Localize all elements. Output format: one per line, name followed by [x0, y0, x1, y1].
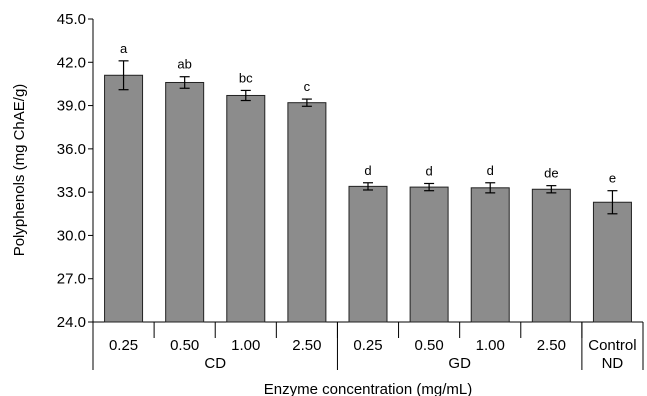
bar — [592, 201, 632, 323]
significance-label: d — [425, 163, 432, 178]
bar — [531, 188, 571, 323]
x-tick-label: 0.25 — [109, 337, 138, 354]
group-label: CD — [204, 355, 226, 372]
bar — [470, 187, 510, 323]
x-tick-label: 1.00 — [476, 337, 505, 354]
y-tick-label: 39.0 — [57, 98, 86, 115]
x-tick-label: 0.25 — [353, 337, 382, 354]
significance-label: d — [487, 163, 494, 178]
significance-label: e — [609, 171, 616, 186]
significance-label: a — [120, 41, 128, 56]
x-axis-title: Enzyme concentration (mg/mL) — [264, 381, 472, 396]
y-tick-label: 36.0 — [57, 141, 86, 158]
group-label: ND — [602, 355, 624, 372]
y-tick-label: 24.0 — [57, 314, 86, 331]
bar — [348, 185, 388, 323]
y-tick-label: 42.0 — [57, 54, 86, 71]
x-tick-label: 1.00 — [231, 337, 260, 354]
bar — [165, 81, 205, 323]
significance-label: d — [364, 163, 371, 178]
y-axis: 24.0 27.0 30.0 33.0 36.0 39.0 42.0 45.0 — [57, 11, 94, 331]
y-tick-label: 30.0 — [57, 227, 86, 244]
bar — [104, 74, 144, 323]
x-tick-label: 0.50 — [415, 337, 444, 354]
bar — [226, 94, 266, 323]
x-tick-label: 0.50 — [170, 337, 199, 354]
significance-label: de — [544, 166, 558, 181]
x-axis: 0.25 0.50 1.00 2.50 0.25 0.50 1.00 2.50 Control C… — [92, 321, 644, 372]
y-tick-label: 33.0 — [57, 184, 86, 201]
significance-label: bc — [239, 70, 253, 85]
y-axis-title: Polyphenols (mg ChAE/g) — [11, 84, 28, 257]
x-tick-label: Control — [588, 337, 636, 354]
x-tick-label: 2.50 — [537, 337, 566, 354]
x-tick-label: 2.50 — [292, 337, 321, 354]
significance-label: ab — [177, 57, 191, 72]
bar — [287, 102, 327, 323]
bar — [409, 186, 449, 323]
significance-label: c — [304, 79, 311, 94]
y-tick-label: 27.0 — [57, 271, 86, 288]
bars: a ab bc c d d d de e — [104, 41, 632, 323]
y-tick-label: 45.0 — [57, 11, 86, 28]
group-label: GD — [448, 355, 471, 372]
